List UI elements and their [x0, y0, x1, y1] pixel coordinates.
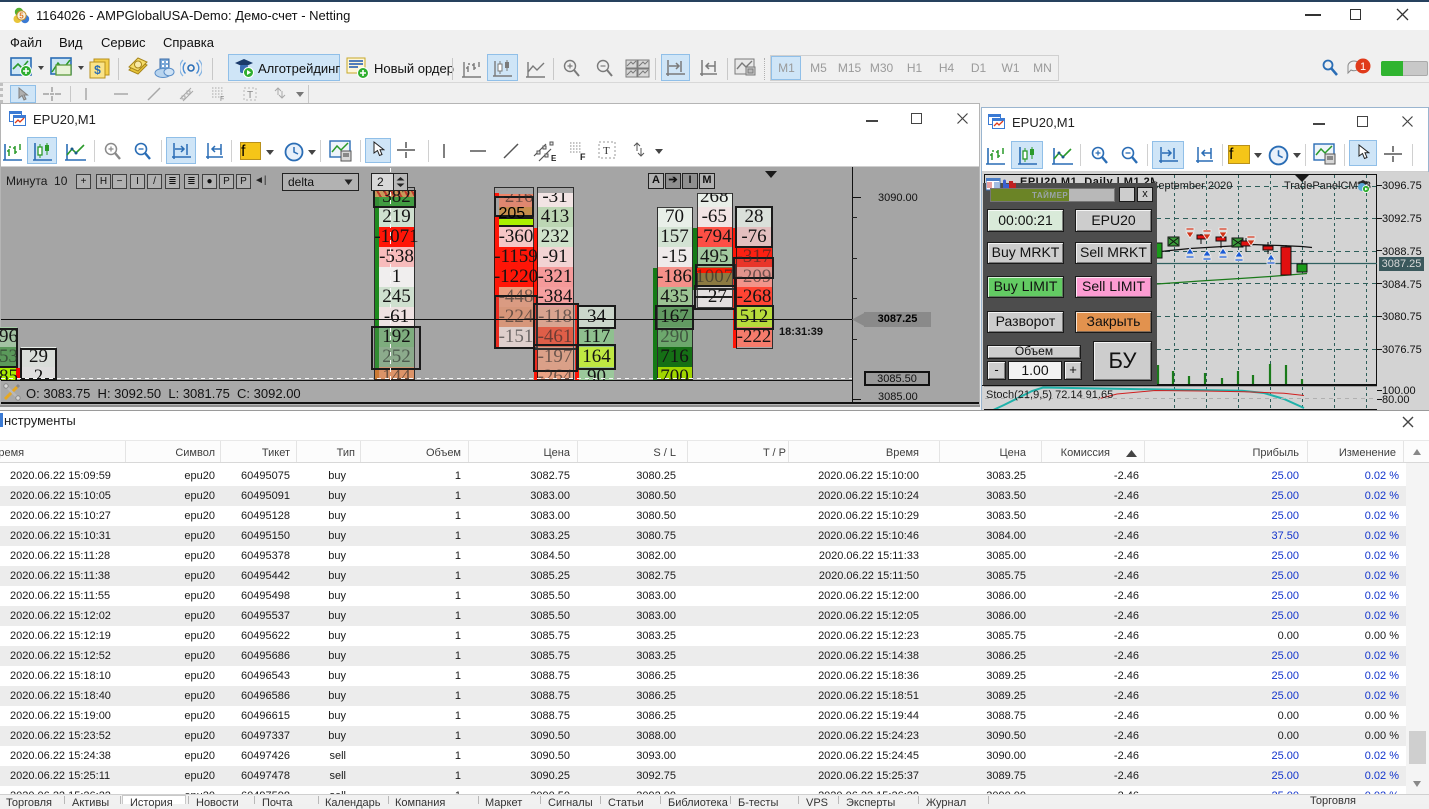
svg-text:F: F: [220, 96, 224, 102]
svg-text:5: 5: [19, 12, 24, 21]
svg-text:$: $: [94, 63, 101, 77]
svg-text:1: 1: [1360, 61, 1366, 73]
svg-text:E: E: [551, 154, 557, 162]
svg-text:F: F: [580, 152, 586, 161]
svg-text:T: T: [603, 145, 610, 157]
svg-text:T: T: [247, 90, 253, 101]
